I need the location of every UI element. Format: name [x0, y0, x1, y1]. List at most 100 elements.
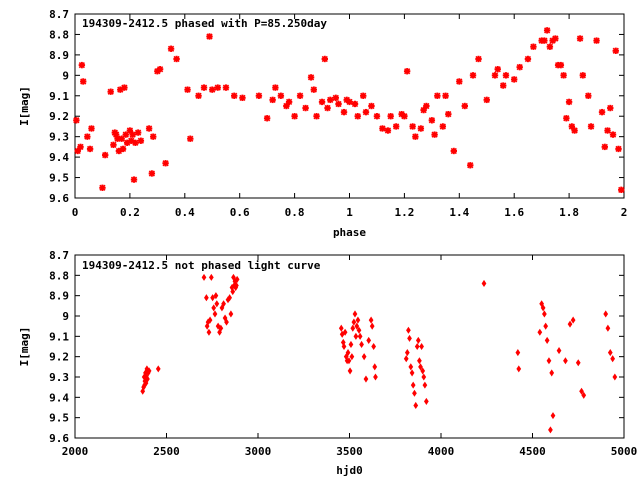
data-point	[502, 72, 510, 79]
data-point	[516, 365, 522, 373]
data-point	[543, 27, 551, 34]
data-point	[346, 98, 353, 106]
data-point	[277, 92, 285, 99]
data-point	[494, 66, 501, 73]
data-point	[421, 373, 427, 381]
data-point	[445, 110, 452, 118]
data-point	[291, 113, 298, 120]
data-point	[570, 316, 576, 324]
data-point	[351, 318, 357, 326]
data-point	[156, 66, 164, 73]
data-point	[567, 320, 573, 328]
data-point	[351, 100, 359, 108]
data-point	[422, 381, 428, 389]
data-point	[354, 113, 361, 120]
data-point	[607, 104, 614, 112]
data-point	[363, 375, 369, 383]
data-point	[605, 324, 611, 332]
data-point	[167, 45, 175, 52]
data-point	[204, 294, 209, 302]
data-point	[78, 61, 86, 69]
data-point	[537, 328, 543, 336]
data-point	[213, 292, 219, 300]
data-point	[571, 127, 578, 134]
data-point	[415, 336, 421, 344]
data-point	[195, 92, 202, 99]
data-point	[350, 324, 356, 332]
data-point	[524, 55, 532, 63]
data-point	[214, 84, 221, 91]
data-point	[346, 357, 352, 365]
y-tick-label: 9.1	[49, 90, 69, 103]
data-point	[585, 92, 592, 99]
plot-frame	[74, 254, 625, 439]
data-point	[417, 357, 422, 365]
data-point	[148, 170, 156, 177]
y-tick-label: 9	[62, 69, 69, 82]
data-point	[550, 412, 556, 420]
data-point	[227, 294, 232, 302]
data-point	[302, 104, 309, 112]
data-point	[173, 55, 180, 63]
data-point	[516, 63, 523, 71]
data-point	[212, 310, 218, 318]
x-tick-label: 0.4	[175, 206, 195, 219]
data-point	[360, 92, 367, 99]
data-point	[546, 43, 554, 50]
data-point	[413, 401, 419, 410]
data-point	[209, 86, 216, 93]
data-point	[587, 123, 595, 130]
x-tick-label: 2500	[153, 445, 180, 458]
data-point	[371, 342, 377, 351]
data-point	[321, 55, 328, 63]
data-point	[285, 98, 293, 106]
data-point	[368, 102, 375, 110]
data-point	[581, 391, 587, 399]
plot-title: 194309-2412.5 not phased light curve	[82, 259, 321, 272]
data-point	[119, 145, 127, 153]
data-point	[228, 310, 234, 318]
data-point	[575, 359, 581, 367]
data-point	[355, 316, 361, 324]
x-tick-label: 1.6	[504, 206, 524, 219]
data-point	[403, 68, 411, 75]
data-point	[206, 328, 212, 336]
x-tick-label: 1.8	[559, 206, 579, 219]
data-point	[601, 143, 608, 151]
data-point	[469, 72, 477, 79]
y-tick-label: 9.6	[49, 432, 69, 445]
data-point	[110, 141, 117, 149]
data-point	[88, 125, 95, 132]
x-tick-label: 0.6	[230, 206, 250, 219]
data-point	[313, 113, 320, 120]
data-point	[543, 322, 549, 330]
x-tick-label: 2	[621, 206, 628, 219]
data-point	[403, 355, 409, 363]
data-point	[230, 288, 236, 296]
data-point	[409, 369, 415, 377]
data-point	[263, 115, 271, 122]
y-tick-label: 9.4	[49, 391, 69, 404]
data-point	[409, 123, 416, 130]
data-point	[184, 86, 191, 93]
data-point	[73, 117, 80, 124]
data-point	[563, 357, 568, 365]
data-point	[579, 387, 584, 395]
data-point	[224, 318, 229, 326]
data-point	[392, 123, 400, 130]
data-point	[80, 78, 87, 85]
data-point	[84, 133, 91, 140]
data-point	[269, 96, 276, 104]
data-point	[610, 355, 616, 363]
data-point	[450, 147, 458, 155]
data-point	[361, 353, 367, 361]
y-tick-label: 9.2	[49, 351, 69, 364]
y-tick-label: 8.8	[49, 269, 69, 282]
x-axis-label: hjd0	[336, 464, 363, 477]
data-point	[210, 294, 215, 302]
data-point	[366, 336, 372, 344]
data-point	[206, 33, 213, 40]
data-point	[234, 275, 240, 283]
data-point	[511, 76, 518, 83]
data-point	[408, 363, 414, 371]
